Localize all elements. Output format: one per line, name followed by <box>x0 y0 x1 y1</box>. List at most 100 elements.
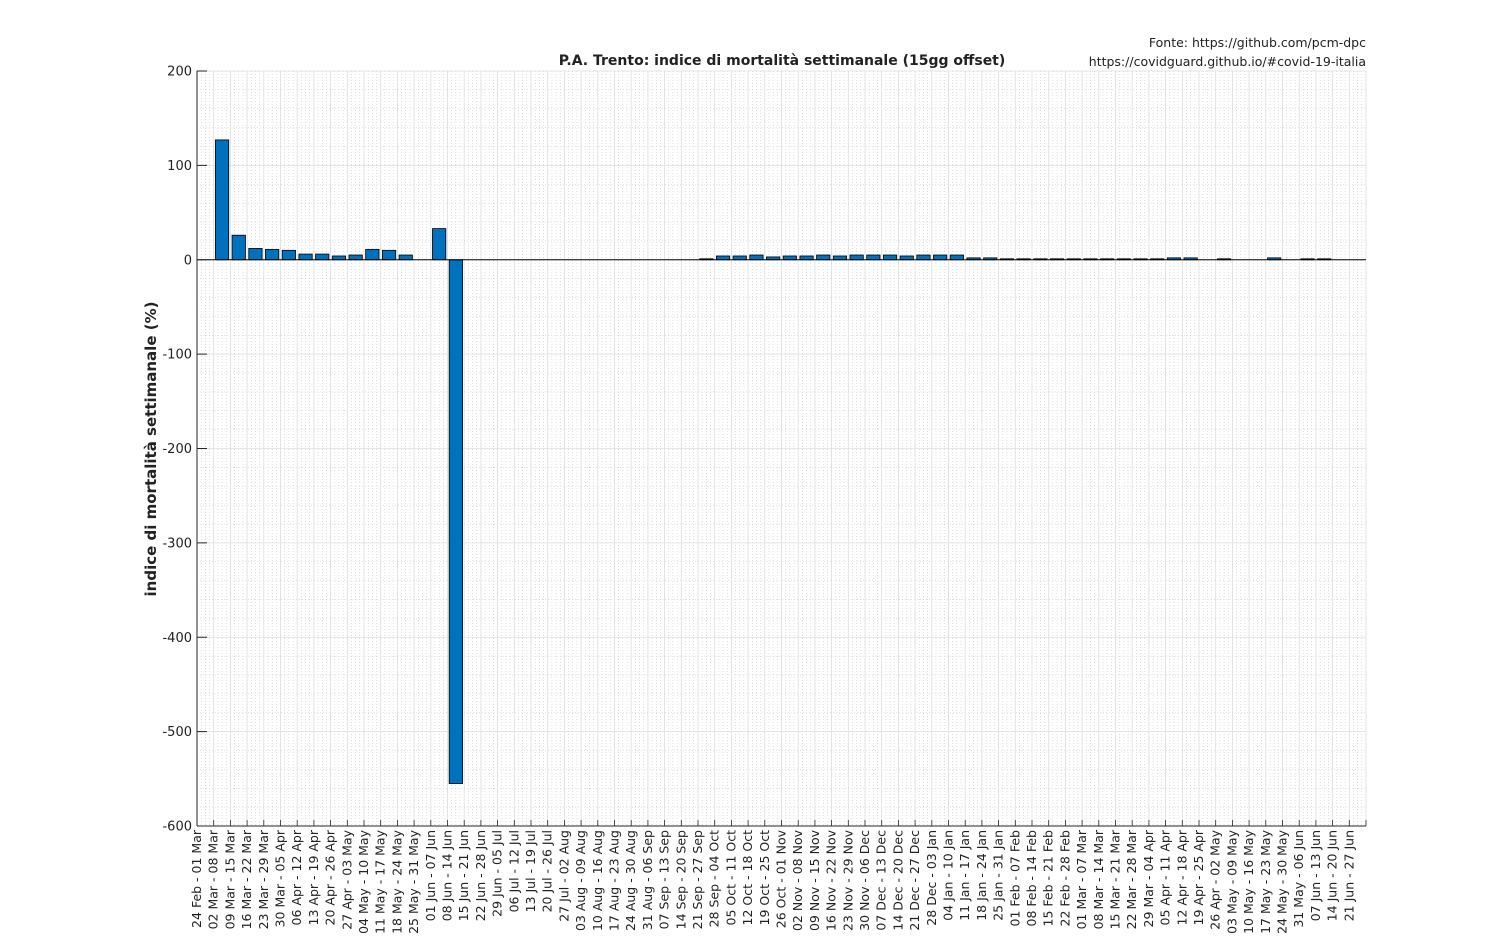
x-tick-label: 07 Jun - 13 Jun <box>1308 830 1323 921</box>
x-tick-label: 10 Aug - 16 Aug <box>590 830 605 931</box>
bar <box>866 254 881 261</box>
y-tick-labels: -600 -500 -400 -300 -200 -100 0 100 200 <box>162 65 192 835</box>
x-tick-label: 03 May - 09 May <box>1224 829 1239 934</box>
bar <box>882 254 898 261</box>
x-tick-label: 15 Jun - 21 Jun <box>456 830 471 921</box>
x-tick-label: 02 Nov - 08 Nov <box>790 829 805 931</box>
x-tick-label: 28 Sep - 04 Oct <box>707 830 722 927</box>
y-tick-label: -400 <box>162 631 192 646</box>
x-tick-label: 13 Apr - 19 Apr <box>306 829 321 925</box>
y-tick-label: 200 <box>167 65 192 80</box>
y-axis-label: indice di mortalità settimanale (%) <box>142 302 160 597</box>
x-tick-label: 27 Apr - 03 May <box>339 829 354 929</box>
x-tick-label: 29 Jun - 05 Jul <box>490 830 505 917</box>
x-tick-label: 15 Mar - 21 Mar <box>1108 829 1123 929</box>
x-tick-label: 07 Dec - 13 Dec <box>874 830 889 931</box>
bar <box>916 254 931 261</box>
x-tick-label: 06 Apr - 12 Apr <box>289 829 304 925</box>
x-tick-label: 28 Dec - 03 Jan <box>924 830 939 926</box>
x-tick-label: 26 Apr - 02 May <box>1208 829 1223 929</box>
bar <box>732 255 747 261</box>
axes <box>196 70 1367 827</box>
chart-title: P.A. Trento: indice di mortalità settima… <box>559 53 1006 69</box>
x-tick-label: 05 Apr - 11 Apr <box>1158 829 1173 925</box>
bar <box>214 139 230 261</box>
x-tick-label: 15 Feb - 21 Feb <box>1041 830 1056 927</box>
bar <box>749 254 764 261</box>
bar <box>315 253 330 261</box>
bar <box>281 249 296 261</box>
x-tick-label: 19 Apr - 25 Apr <box>1191 829 1206 925</box>
x-tick-label: 22 Feb - 28 Feb <box>1057 830 1072 927</box>
x-tick-label: 07 Sep - 13 Sep <box>657 830 672 929</box>
bar <box>248 248 263 261</box>
x-tick-label: 25 Jan - 31 Jan <box>991 830 1006 921</box>
y-tick-label: -500 <box>162 725 192 740</box>
x-tick-label: 21 Jun - 27 Jun <box>1341 830 1356 921</box>
x-tick-label: 08 Mar - 14 Mar <box>1091 829 1106 929</box>
x-tick-label: 06 Jul - 12 Jul <box>506 830 521 912</box>
bar <box>715 255 731 261</box>
source-line-2: https://covidguard.github.io/#covid-19-i… <box>1089 54 1366 69</box>
bar <box>799 255 814 261</box>
bar <box>348 254 363 261</box>
x-tick-label: 24 Feb - 01 Mar <box>189 829 204 928</box>
bar <box>381 249 397 261</box>
bar <box>933 254 948 261</box>
x-tick-label: 09 Mar - 15 Mar <box>222 829 237 929</box>
x-tick-label: 24 Aug - 30 Aug <box>623 830 638 931</box>
bar <box>331 255 347 261</box>
x-tick-label: 23 Mar - 29 Mar <box>256 829 271 929</box>
x-tick-label: 01 Jun - 07 Jun <box>423 830 438 921</box>
bar <box>782 255 797 261</box>
x-tick-label: 22 Jun - 28 Jun <box>473 830 488 921</box>
x-tick-label: 18 Jan - 24 Jan <box>974 830 989 921</box>
x-tick-label: 02 Mar - 08 Mar <box>206 829 221 929</box>
x-tick-label: 01 Feb - 07 Feb <box>1007 830 1022 927</box>
x-tick-label: 27 Jul - 02 Aug <box>556 830 571 922</box>
x-tick-label: 23 Nov - 29 Nov <box>840 829 855 931</box>
x-tick-label: 08 Jun - 14 Jun <box>440 830 455 921</box>
bar <box>398 254 413 261</box>
bar <box>832 255 848 261</box>
x-tick-label: 04 Jan - 10 Jan <box>941 830 956 921</box>
x-tick-label: 16 Mar - 22 Mar <box>239 829 254 929</box>
y-tick-label: 0 <box>184 253 192 268</box>
x-tick-label: 20 Apr - 26 Apr <box>323 829 338 925</box>
x-tick-label: 19 Oct - 25 Oct <box>757 830 772 926</box>
x-tick-label: 13 Jul - 19 Jul <box>523 830 538 912</box>
x-tick-label: 26 Oct - 01 Nov <box>774 829 789 928</box>
x-tick-label: 05 Oct - 11 Oct <box>723 830 738 926</box>
x-tick-label: 29 Mar - 04 Apr <box>1141 829 1156 927</box>
x-tick-label: 24 May - 30 May <box>1275 829 1290 934</box>
bar <box>448 259 463 784</box>
x-tick-label: 21 Dec - 27 Dec <box>907 830 922 931</box>
x-tick-label: 12 Apr - 18 Apr <box>1174 829 1189 925</box>
x-tick-label: 08 Feb - 14 Feb <box>1024 830 1039 927</box>
y-tick-label: -300 <box>162 536 192 551</box>
x-tick-label: 11 May - 17 May <box>373 829 388 934</box>
x-tick-labels: 24 Feb - 01 Mar 02 Mar - 08 Mar 09 Mar - 1… <box>189 829 1356 934</box>
x-tick-label: 01 Mar - 07 Mar <box>1074 829 1089 929</box>
x-tick-label: 14 Sep - 20 Sep <box>673 830 688 929</box>
x-tick-label: 17 Aug - 23 Aug <box>607 830 622 931</box>
bar <box>949 254 964 261</box>
bar <box>899 255 914 261</box>
y-tick-label: -100 <box>162 348 192 363</box>
bar <box>432 228 447 261</box>
x-tick-label: 18 May - 24 May <box>389 829 404 934</box>
x-tick-label: 31 Aug - 06 Sep <box>640 830 655 930</box>
bar <box>231 234 246 261</box>
x-tick-label: 14 Jun - 20 Jun <box>1325 830 1340 921</box>
x-tick-label: 03 Aug - 09 Aug <box>573 830 588 931</box>
source-line-1: Fonte: https://github.com/pcm-dpc <box>1149 35 1366 50</box>
x-tick-label: 14 Dec - 20 Dec <box>890 830 905 931</box>
x-tick-label: 21 Sep - 27 Sep <box>690 830 705 929</box>
bar <box>816 254 831 261</box>
x-tick-label: 25 May - 31 May <box>406 829 421 934</box>
y-tick-label: -200 <box>162 442 192 457</box>
x-tick-label: 17 May - 23 May <box>1258 829 1273 934</box>
x-tick-label: 12 Oct - 18 Oct <box>740 830 755 926</box>
x-tick-label: 16 Nov - 22 Nov <box>824 829 839 931</box>
